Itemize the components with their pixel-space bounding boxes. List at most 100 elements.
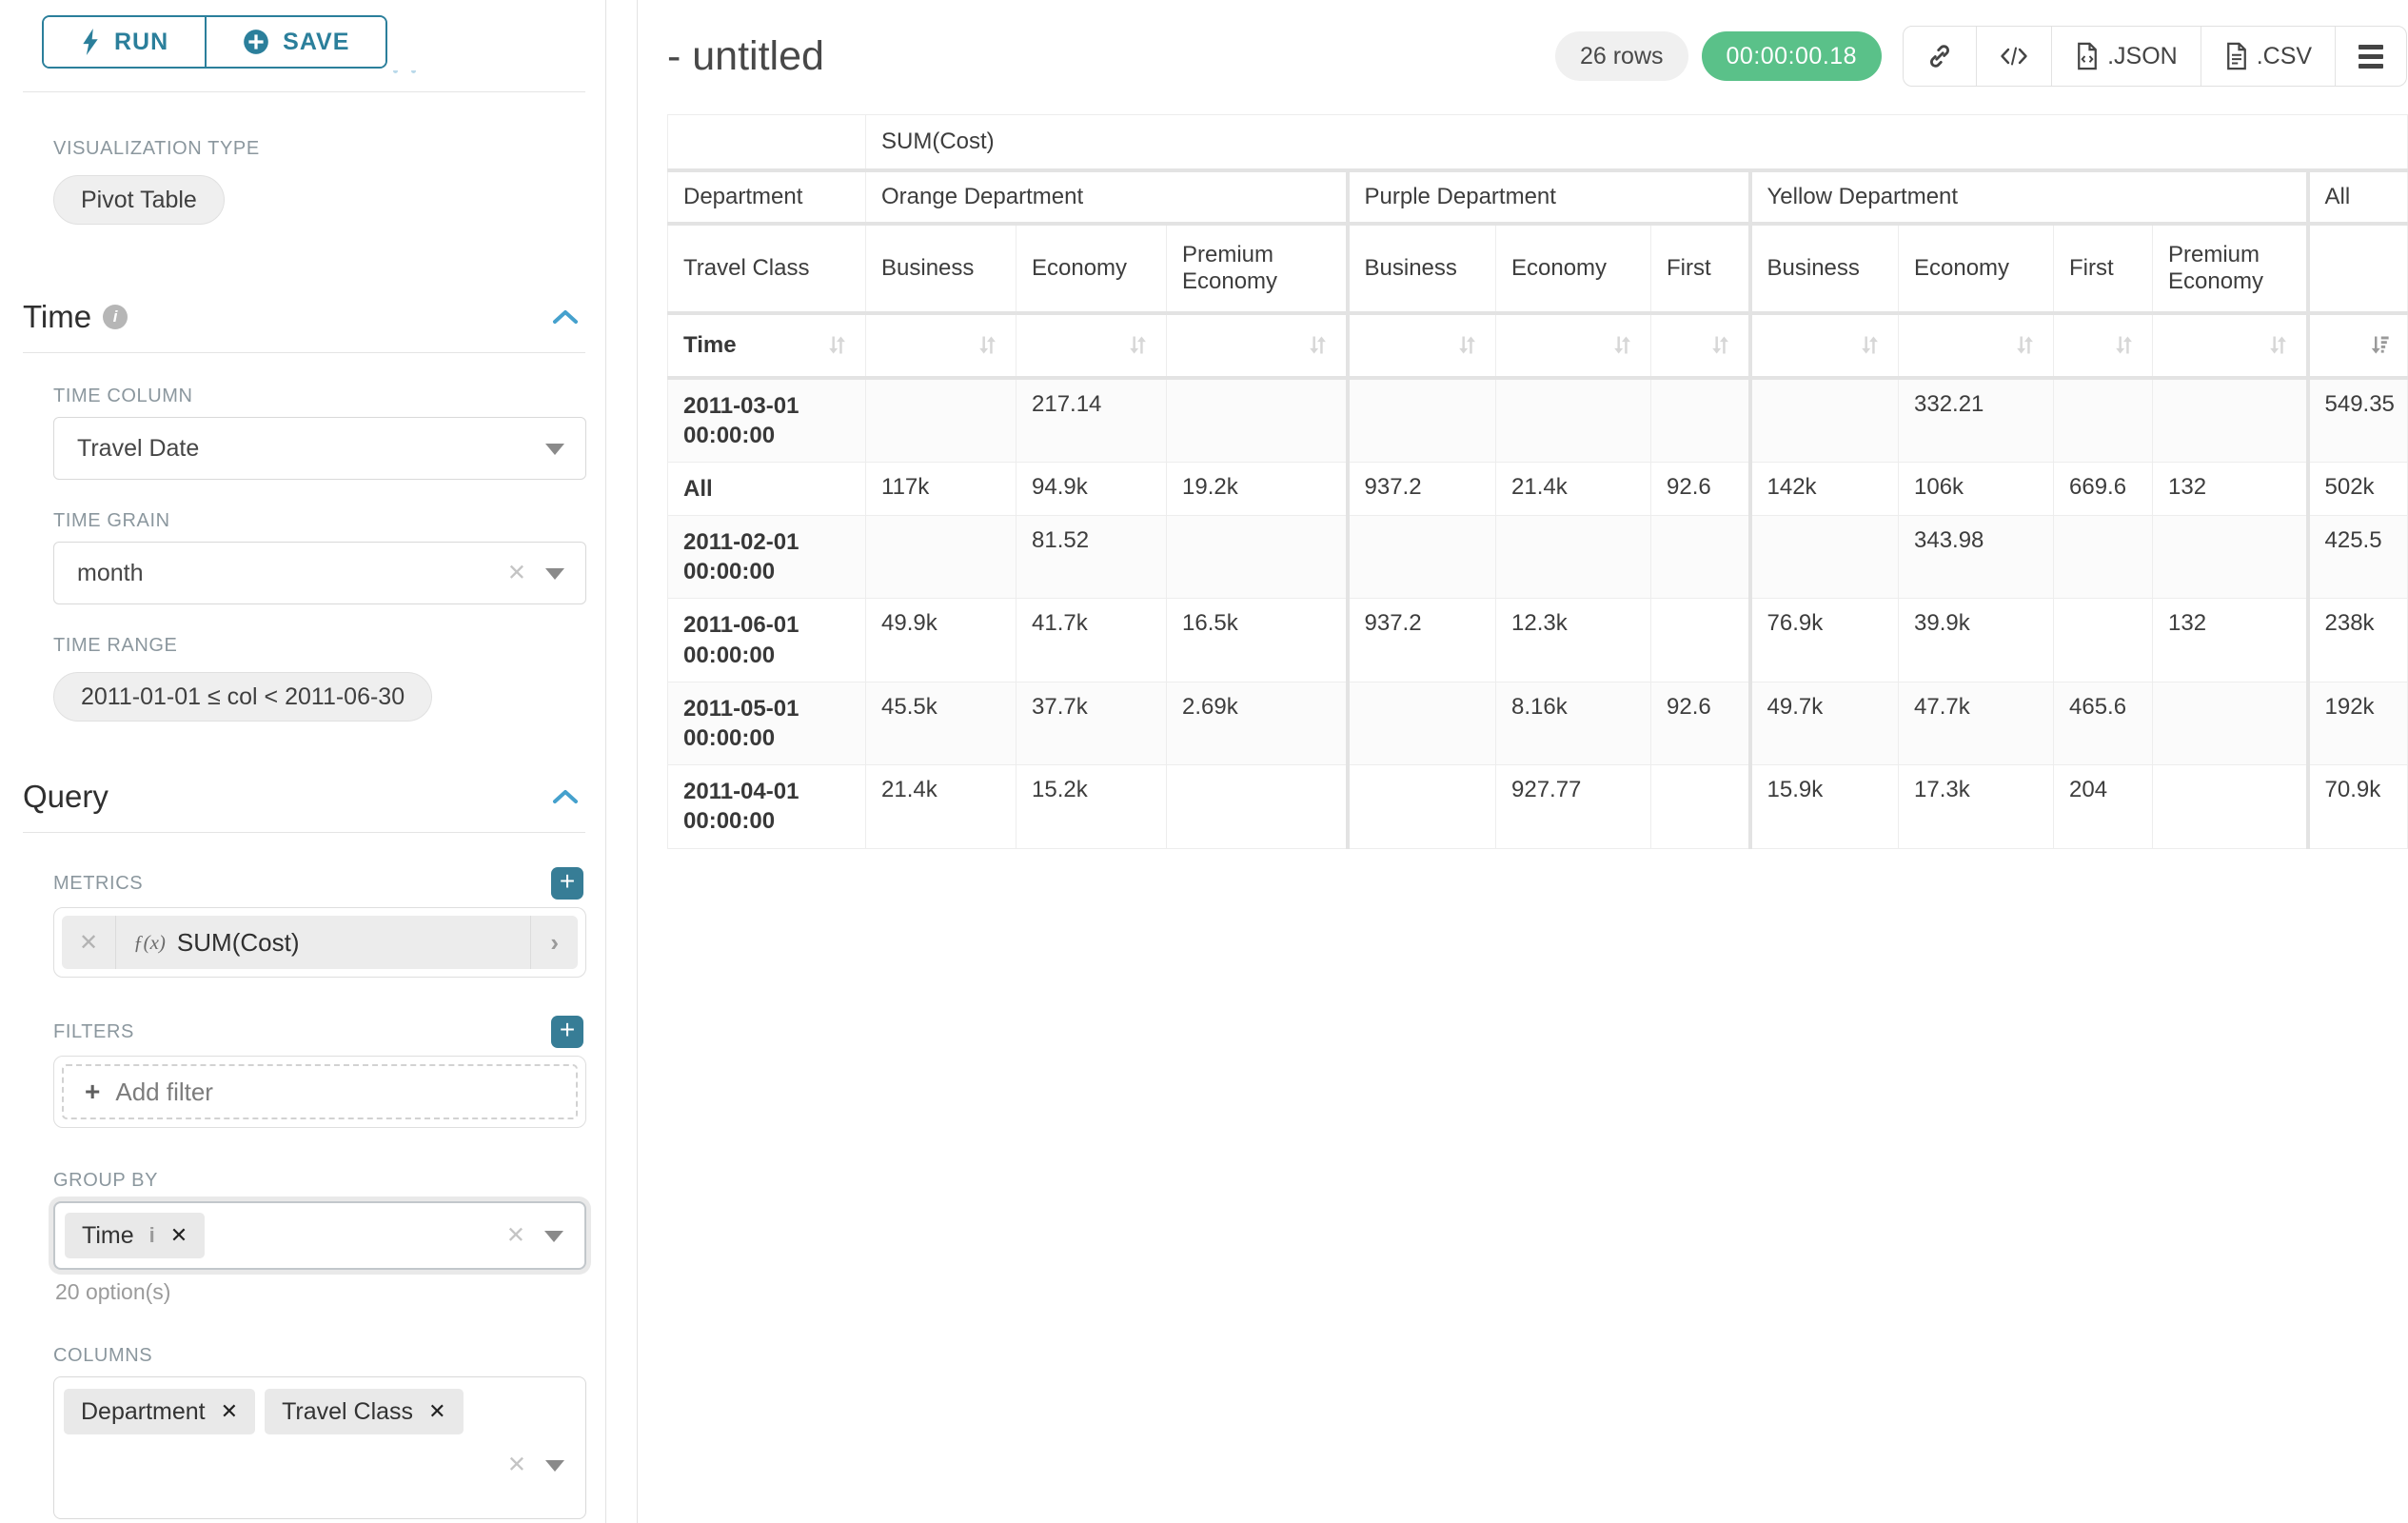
chevron-up-icon[interactable] [551,307,580,326]
value-cell [1166,377,1348,463]
value-cell [865,515,1016,600]
clear-icon[interactable]: ✕ [506,560,526,586]
value-cell [1747,515,1899,600]
value-cell: 465.6 [2053,681,2153,766]
column-header[interactable]: Business [1747,223,1899,315]
pivot-table: SUM(Cost) Department Orange Department Purp… [667,114,2408,849]
column-header[interactable]: Economy [1898,223,2054,315]
value-cell: 132 [2152,461,2308,517]
columns-tag[interactable]: Department ✕ [64,1389,256,1434]
visualization-type-pill[interactable]: Pivot Table [53,175,225,225]
sort-header[interactable] [1345,312,1496,380]
sort-header[interactable] [1166,312,1348,380]
query-timer-badge: 00:00:00.18 [1701,31,1883,81]
value-cell [1345,764,1496,849]
group-by-label: GROUP BY [53,1170,159,1191]
time-grain-select[interactable]: month ✕ [53,542,586,604]
export-json-button[interactable]: .JSON [2051,27,2201,86]
save-button[interactable]: SAVE [205,17,386,67]
copy-link-button[interactable] [1904,27,1976,86]
column-header[interactable]: First [2053,223,2153,315]
remove-metric-icon[interactable]: ✕ [62,916,117,969]
remove-tag-icon[interactable]: ✕ [169,1223,188,1247]
value-cell [2152,377,2308,463]
column-header[interactable] [2305,223,2408,315]
column-header[interactable]: Premium Economy [1166,223,1348,315]
sort-arrows-icon [2269,336,2286,354]
sort-header[interactable] [2053,312,2153,380]
table-row: 2011-06-01 00:00:00 49.9k 41.7k 16.5k 937.2 1… [667,598,2408,682]
column-header[interactable]: Business [1345,223,1496,315]
metric-chip[interactable]: ✕ ƒ(x) SUM(Cost) › [62,916,578,969]
visualization-type-label: VISUALIZATION TYPE [53,138,260,159]
file-lines-icon [2226,42,2246,70]
column-group-header[interactable]: All [2305,169,2408,226]
export-csv-button[interactable]: .CSV [2200,27,2335,86]
value-cell [1650,598,1750,682]
column-group-header[interactable]: Yellow Department [1747,169,2308,226]
time-column-select[interactable]: Travel Date [53,417,586,480]
add-filter-button[interactable]: + [551,1016,583,1048]
row-dimension-header: Travel Class [667,223,866,315]
control-panel-scroll[interactable]: VISUALIZATION TYPE Pivot Table Time i TI… [0,92,605,1523]
sort-header[interactable] [865,312,1016,380]
column-header[interactable]: Economy [1016,223,1167,315]
clear-icon[interactable]: ✕ [505,1222,525,1249]
value-cell: 92.6 [1650,681,1750,766]
sort-header[interactable] [1898,312,2054,380]
sort-header[interactable] [1495,312,1651,380]
column-group-header[interactable]: Orange Department [865,169,1348,226]
value-cell: 92.6 [1650,461,1750,517]
clear-icon[interactable]: ✕ [506,1452,526,1478]
page-title[interactable]: - untitled [667,32,824,79]
sort-header[interactable] [2152,312,2308,380]
sort-header[interactable] [1650,312,1750,380]
add-filter-dropzone[interactable]: + Add filter [62,1064,578,1119]
sort-header[interactable] [1016,312,1167,380]
export-button-group: .JSON .CSV [1903,26,2408,87]
value-cell: 15.2k [1016,764,1167,849]
remove-tag-icon[interactable]: ✕ [428,1399,446,1423]
column-header[interactable]: Business [865,223,1016,315]
remove-tag-icon[interactable]: ✕ [220,1399,239,1423]
time-sort-header[interactable]: Time [667,312,866,380]
value-cell: 217.14 [1016,377,1167,463]
chevron-up-icon[interactable] [551,787,580,806]
sort-header[interactable] [2305,312,2408,380]
value-cell: 142k [1747,461,1899,517]
column-group-header[interactable]: Purple Department [1345,169,1750,226]
lightning-bolt-icon [83,29,98,55]
sort-arrows-icon [2017,336,2033,354]
column-header[interactable]: Economy [1495,223,1651,315]
plus-icon: + [85,1077,101,1106]
value-cell [2053,515,2153,600]
time-range-pill[interactable]: 2011-01-01 ≤ col < 2011-06-30 [53,672,433,722]
column-header[interactable]: First [1650,223,1750,315]
value-cell: 37.7k [1016,681,1167,766]
group-by-tag[interactable]: Time i ✕ [65,1213,206,1258]
column-header[interactable]: Premium Economy [2152,223,2308,315]
columns-tag[interactable]: Travel Class ✕ [265,1389,464,1434]
time-range-label: TIME RANGE [53,635,178,656]
value-cell: 204 [2053,764,2153,849]
sort-arrows-icon [2116,336,2132,354]
chevron-down-icon [544,1231,563,1242]
menu-button[interactable] [2335,27,2406,86]
add-metric-button[interactable]: + [551,867,583,900]
sort-header[interactable] [1747,312,1899,380]
value-cell [1650,377,1750,463]
value-cell: 15.9k [1747,764,1899,849]
run-button[interactable]: RUN [44,17,206,67]
columns-select[interactable]: Department ✕ Travel Class ✕ ✕ [53,1376,586,1519]
value-cell: 16.5k [1166,598,1348,682]
value-cell: 94.9k [1016,461,1167,517]
group-by-select[interactable]: Time i ✕ ✕ [53,1201,586,1270]
embed-code-button[interactable] [1976,27,2051,86]
value-cell [1495,377,1651,463]
chevron-right-icon[interactable]: › [530,916,578,969]
value-cell: 425.5 [2305,515,2408,600]
value-cell [1345,681,1496,766]
value-cell [1747,377,1899,463]
panel-resize-gutter[interactable] [606,0,638,1523]
chart-panel: - untitled 26 rows 00:00:00.18 .JSON [638,0,2408,1523]
